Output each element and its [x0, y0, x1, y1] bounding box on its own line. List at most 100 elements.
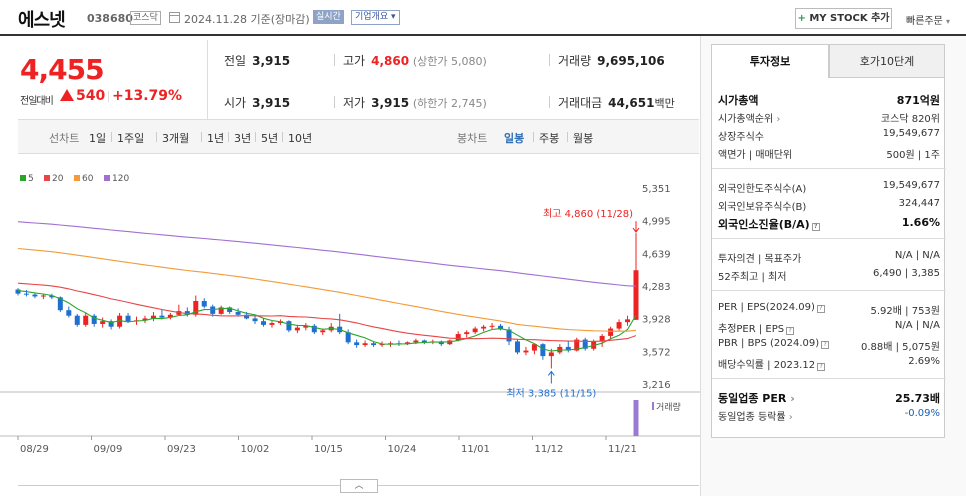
candle-body — [218, 307, 224, 314]
row-label: 투자의견 | 목표주가 — [718, 254, 802, 265]
info-row: 외국인보유주식수(B) 324,447 — [718, 198, 940, 213]
help-icon[interactable]: ? — [816, 305, 825, 313]
info-row[interactable]: 시가총액순위 › 코스닥 820위 — [718, 110, 940, 125]
base-date: 2024.11.28 기준(장마감) — [184, 13, 310, 26]
candle-daily[interactable]: 일봉 — [504, 132, 525, 145]
row-label: 시가총액순위 › — [718, 110, 780, 125]
open-price: 시가 3,915 — [224, 94, 290, 111]
low-arrow-head — [547, 370, 555, 376]
divider — [201, 132, 202, 142]
high-arrow-head — [632, 227, 640, 233]
candle-body — [616, 322, 622, 329]
ma120-legend: 120 — [104, 174, 129, 184]
row-value: 2.69% — [908, 356, 940, 367]
trade-amount: 거래대금 44,651백만 — [558, 94, 675, 111]
period-1w[interactable]: 1주일 — [117, 132, 145, 145]
candle-body — [481, 326, 487, 329]
row-label: PER | EPS(2024.09)? — [718, 302, 825, 313]
realtime-button[interactable]: 실시간 — [313, 10, 344, 24]
candle-body — [413, 340, 419, 343]
info-table: 시가총액 871억원 시가총액순위 › 코스닥 820위 상장주식수 19,549,6… — [711, 78, 946, 438]
prev-close-value: 3,915 — [252, 54, 291, 68]
candlestick-chart[interactable]: 5,351 4,995 4,639 4,283 3,928 3,572 3,216 최고 4,… — [0, 170, 700, 460]
period-5y[interactable]: 5년 — [261, 132, 279, 145]
x-tick-label: 09/09 — [94, 444, 123, 455]
help-icon[interactable]: ? — [786, 327, 795, 335]
info-row: PER | EPS(2024.09)? 5.92배 | 753원 — [718, 302, 940, 317]
candle-body — [91, 315, 97, 324]
candle-body — [489, 325, 495, 327]
moving-average-line — [17, 247, 637, 332]
info-row[interactable]: 동일업종 등락률 › -0.09% — [718, 408, 940, 423]
moving-average-line — [17, 290, 637, 352]
prev-close-label: 전일 — [224, 54, 247, 68]
change-value: 540 — [76, 88, 106, 104]
candle-body — [193, 301, 199, 315]
price-panel: 4,455 전일대비 540 +13.79% 전일 3,915 고가 4,860 (… — [18, 40, 699, 120]
change-rate: +13.79% — [112, 88, 183, 104]
candle-body — [455, 334, 461, 341]
candle-body — [74, 315, 80, 325]
help-icon[interactable]: ? — [811, 223, 820, 231]
period-1y[interactable]: 1년 — [207, 132, 225, 145]
candle-body — [472, 328, 478, 333]
legend-swatch — [44, 175, 50, 181]
help-icon[interactable]: ? — [821, 341, 830, 349]
divider — [282, 132, 283, 142]
period-1d[interactable]: 1일 — [89, 132, 107, 145]
add-mystock-button[interactable]: + MY STOCK 추가 — [795, 8, 892, 29]
corp-overview-button[interactable]: 기업개요 ▾ — [351, 10, 400, 25]
ma5-label: 5 — [28, 174, 34, 184]
candle-body — [464, 332, 470, 335]
collapse-button[interactable]: ︿ — [340, 479, 378, 493]
row-label: 외국인보유주식수(B) — [718, 202, 807, 213]
legend-swatch — [74, 175, 80, 181]
candle-body — [514, 341, 520, 353]
row-label-text: 동일업종 PER — [718, 392, 787, 405]
candle-body — [32, 294, 38, 297]
period-3m[interactable]: 3개월 — [162, 132, 190, 145]
candle-body — [235, 312, 241, 315]
candle-body — [633, 270, 639, 320]
amount-value: 44,651 — [608, 96, 655, 110]
row-label: 외국인한도주식수(A) — [718, 184, 807, 195]
candle-weekly[interactable]: 주봉 — [539, 132, 560, 145]
period-3y[interactable]: 3년 — [234, 132, 252, 145]
candle-body — [142, 318, 148, 321]
low-value: 3,915 — [371, 96, 410, 110]
candle-body — [345, 332, 351, 343]
tab-orderbook[interactable]: 호가10단계 — [829, 44, 945, 78]
candle-body — [184, 311, 190, 315]
candle-body — [404, 342, 410, 345]
high-value: 4,860 — [371, 54, 410, 68]
candle-body — [574, 339, 580, 351]
info-row: 액면가 | 매매단위 500원 | 1주 — [718, 146, 940, 161]
volume-legend-swatch — [652, 402, 654, 410]
volume-label: 거래량 — [656, 401, 681, 413]
row-label: 추정PER | EPS? — [718, 320, 795, 335]
info-row: 외국인한도주식수(A) 19,549,677 — [718, 180, 940, 195]
row-label-text: 외국인소진율(B/A) — [718, 218, 810, 231]
candle-body — [565, 346, 571, 351]
divider — [712, 290, 946, 291]
candle-body — [244, 314, 250, 319]
chevron-right-icon: › — [788, 412, 793, 423]
row-value: 6,490 | 3,385 — [873, 268, 940, 279]
period-10y[interactable]: 10년 — [288, 132, 313, 145]
candle-monthly[interactable]: 월봉 — [573, 132, 594, 145]
tab-investment-info[interactable]: 투자정보 — [711, 44, 829, 78]
calendar-icon — [169, 12, 180, 23]
amount-label: 거래대금 — [558, 96, 603, 110]
candle-body — [506, 329, 512, 342]
info-row[interactable]: 동일업종 PER › 25.73배 — [718, 390, 940, 405]
low-price: 저가 3,915 (하한가 2,745) — [343, 94, 487, 111]
chevron-right-icon: › — [776, 114, 781, 125]
help-icon[interactable]: ? — [817, 363, 826, 371]
info-row: PBR | BPS (2024.09)? 0.88배 | 5,075원 — [718, 338, 940, 353]
low-label: 저가 — [343, 96, 366, 110]
x-tick-label: 11/21 — [608, 444, 637, 455]
candle-body — [201, 301, 207, 307]
quick-order-button[interactable]: 빠른주문 ▾ — [906, 12, 950, 27]
period-selector: 선차트 1일 1주일 3개월 1년 3년 5년 10년 봉차트 일봉 주봉 월봉 — [18, 120, 699, 154]
candle-body — [311, 325, 317, 333]
